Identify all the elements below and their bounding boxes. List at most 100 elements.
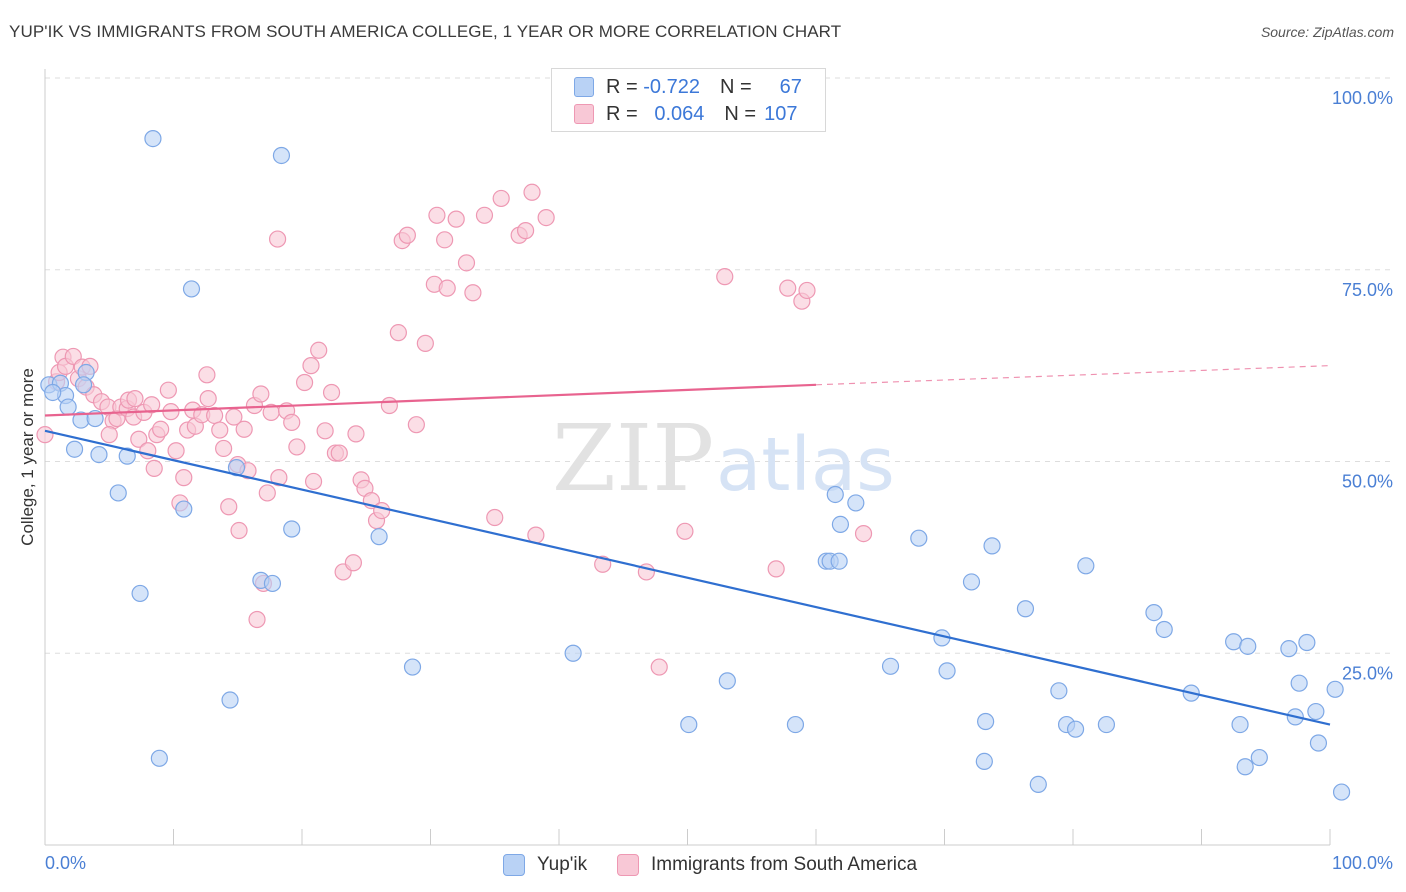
legend-n-value-yupik: 67: [779, 75, 802, 98]
yupik-point-26: [718, 672, 736, 690]
yupik-point-23: [403, 658, 422, 676]
immigrants-point-99: [767, 560, 785, 578]
bottom-legend-swatch-immigrants: [617, 854, 639, 876]
gridlines: [45, 77, 1393, 654]
yupik-point-11: [131, 584, 149, 603]
bottom-legend-swatch-yupik: [503, 854, 525, 876]
source-label: Source: ZipAtlas.com: [1260, 24, 1394, 40]
immigrants-point-55: [310, 341, 328, 359]
yupik-point-49: [1145, 603, 1163, 622]
immigrants-point-89: [304, 472, 323, 491]
legend-r-label-2: R =: [606, 102, 638, 125]
y-tick-label-100: 100.0%: [1332, 88, 1393, 108]
immigrants-point-85: [268, 230, 287, 248]
immigrants-point-36: [199, 390, 217, 408]
immigrants-point-80: [492, 189, 510, 208]
immigrants-point-74: [436, 231, 454, 249]
immigrants-point-39: [215, 439, 233, 458]
yupik-point-47: [1077, 557, 1095, 575]
immigrants-point-92: [486, 508, 504, 527]
immigrants-point-86: [248, 610, 266, 629]
immigrants-point-31: [175, 469, 193, 487]
immigrants-point-98: [716, 268, 734, 286]
immigrants-point-43: [235, 420, 253, 438]
bottom-legend-label-yupik: Yup'ik: [537, 854, 588, 875]
immigrants-point-105: [100, 426, 118, 444]
immigrants-point-66: [380, 396, 398, 415]
yupik-point-31: [830, 552, 848, 570]
yupik-point-32: [831, 515, 850, 533]
y-tick-label-25: 25.0%: [1342, 663, 1393, 683]
immigrants-point-53: [295, 373, 314, 392]
yupik-point-10: [118, 447, 136, 465]
immigrants-point-19: [126, 390, 144, 408]
x-tick-label-100: 100.0%: [1332, 853, 1393, 873]
yupik-point-48: [1097, 715, 1116, 734]
legend-n-label: N =: [719, 75, 752, 98]
yupik-point-21: [283, 520, 301, 538]
immigrants-point-70: [407, 416, 425, 434]
x-ticks: [173, 829, 1331, 845]
immigrants-point-67: [389, 324, 407, 342]
immigrants-point-97: [676, 522, 694, 540]
yupik-point-15: [182, 280, 201, 298]
immigrants-trend-extension: [815, 365, 1331, 386]
immigrants-point-88: [230, 521, 248, 540]
y-tick-label-50: 50.0%: [1342, 472, 1393, 492]
immigrants-point-40: [220, 498, 238, 516]
immigrants-point-100: [779, 279, 797, 297]
yupik-point-20: [272, 146, 291, 165]
immigrants-point-49: [270, 469, 288, 487]
legend-r-value-yupik: -0.722: [643, 75, 700, 98]
immigrants-point-54: [302, 357, 320, 375]
legend-r-label: R =: [606, 75, 638, 98]
immigrants-point-73: [428, 206, 446, 224]
immigrants-point-90: [330, 444, 348, 462]
yupik-point-62: [1309, 734, 1328, 752]
legend-n-label-2: N =: [724, 102, 757, 125]
immigrants-point-26: [152, 420, 170, 438]
immigrants-point-24: [145, 459, 163, 478]
yupik-point-60: [1298, 633, 1316, 652]
yupik-point-14: [175, 500, 193, 518]
immigrants-point-76: [447, 210, 465, 228]
yupik-point-53: [1231, 715, 1249, 734]
yupik-point-9: [109, 484, 127, 502]
immigrants-point-27: [159, 381, 177, 399]
immigrants-point-71: [416, 334, 434, 352]
yupik-point-27: [786, 715, 805, 734]
yupik-point-66: [74, 376, 93, 394]
watermark-atlas: atlas: [716, 422, 895, 508]
yupik-point-55: [1239, 637, 1257, 655]
yupik-trend-line: [44, 429, 1331, 726]
legend-row-yupik: R = -0.722 N = 67: [574, 74, 802, 100]
y-axis-label: College, 1 year or more: [18, 368, 37, 546]
yupik-point-30: [826, 485, 844, 504]
immigrants-point-69: [398, 226, 416, 244]
immigrants-point-38: [211, 421, 229, 439]
yupik-point-40: [977, 712, 995, 731]
immigrants-point-79: [475, 206, 494, 224]
yupik-point-43: [1029, 775, 1047, 794]
chart-title: YUP'IK VS IMMIGRANTS FROM SOUTH AMERICA …: [9, 22, 842, 41]
immigrants-point-82: [516, 222, 535, 240]
immigrants-point-83: [523, 183, 541, 201]
yupik-point-64: [1332, 783, 1351, 801]
yupik-point-54: [1236, 758, 1254, 776]
immigrants-point-56: [316, 422, 334, 440]
legend-n-value-immigrants: 107: [764, 102, 798, 125]
yupik-point-25: [680, 715, 698, 734]
immigrants-trend-line: [44, 383, 817, 417]
yupik-point-37: [938, 662, 956, 680]
immigrants-points: [36, 183, 873, 676]
immigrants-point-91: [344, 554, 362, 572]
immigrants-point-77: [457, 254, 476, 272]
immigrants-point-46: [252, 385, 270, 403]
yupik-point-35: [910, 529, 928, 547]
yupik-point-56: [1250, 748, 1268, 767]
yupik-point-38: [962, 573, 981, 591]
legend-swatch-immigrants: [574, 104, 594, 124]
yupik-point-22: [370, 528, 388, 546]
yupik-point-61: [1307, 702, 1325, 721]
